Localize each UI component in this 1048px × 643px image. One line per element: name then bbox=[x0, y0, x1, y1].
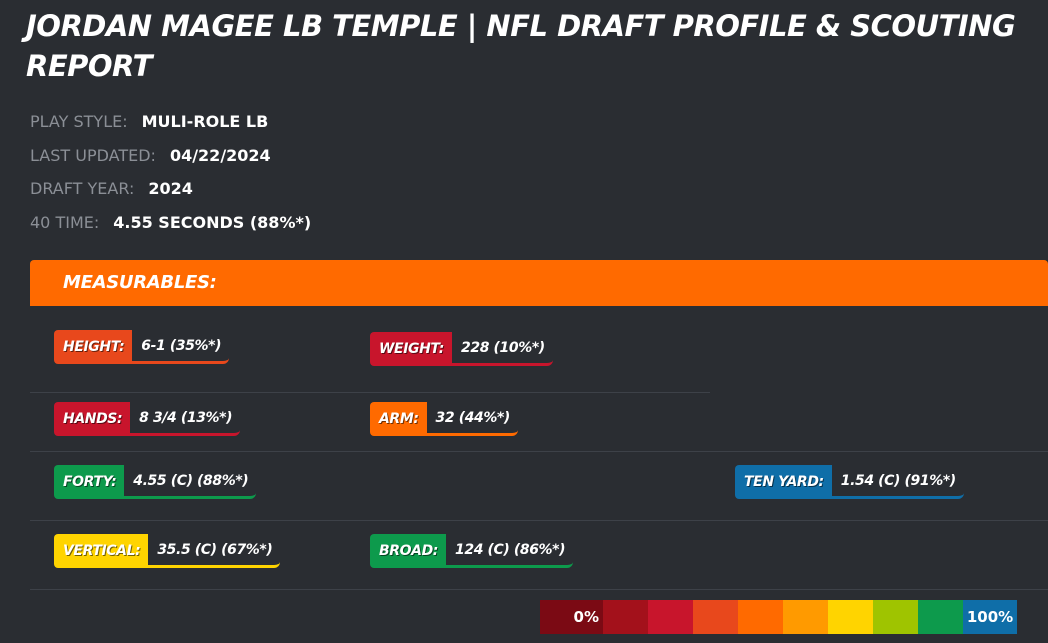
scale-cell bbox=[783, 600, 828, 634]
scale-cell bbox=[873, 600, 918, 634]
arm-value: 32 (44%*) bbox=[426, 402, 518, 436]
height-value: 6-1 (35%*) bbox=[132, 330, 230, 364]
forty-time-value: 4.55 SECONDS (88%*) bbox=[113, 213, 312, 232]
scale-max-label: 100% bbox=[966, 608, 1014, 626]
draft-year-row: DRAFT YEAR: 2024 bbox=[30, 179, 193, 199]
scale-min-cell: 0% bbox=[540, 600, 603, 634]
ten-yard-stat: TEN YARD: 1.54 (C) (91%*) bbox=[735, 465, 964, 499]
ten-yard-label: TEN YARD: bbox=[735, 465, 832, 499]
scale-cell bbox=[828, 600, 873, 634]
play-style-value: MULI-ROLE LB bbox=[141, 112, 269, 131]
weight-label: WEIGHT: bbox=[370, 332, 453, 366]
last-updated-row: LAST UPDATED: 04/22/2024 bbox=[30, 146, 271, 166]
scale-cell bbox=[603, 600, 648, 634]
height-stat: HEIGHT: 6-1 (35%*) bbox=[54, 330, 230, 364]
row-divider bbox=[30, 392, 710, 393]
row-divider bbox=[30, 520, 1048, 521]
ten-yard-value: 1.54 (C) (91%*) bbox=[831, 465, 964, 499]
row-divider bbox=[30, 589, 1048, 590]
last-updated-value: 04/22/2024 bbox=[169, 146, 271, 165]
broad-stat: BROAD: 124 (C) (86%*) bbox=[370, 534, 574, 568]
vertical-value: 35.5 (C) (67%*) bbox=[148, 534, 281, 568]
hands-value: 8 3/4 (13%*) bbox=[130, 402, 241, 436]
forty-time-row: 40 TIME: 4.55 SECONDS (88%*) bbox=[30, 213, 311, 233]
draft-year-value: 2024 bbox=[148, 179, 193, 198]
forty-stat: FORTY: 4.55 (C) (88%*) bbox=[54, 465, 257, 499]
broad-label: BROAD: bbox=[370, 534, 447, 568]
measurables-header: MEASURABLES: bbox=[30, 260, 1048, 306]
measurables-header-label: MEASURABLES: bbox=[63, 272, 217, 293]
height-label: HEIGHT: bbox=[54, 330, 133, 364]
scale-cell bbox=[918, 600, 963, 634]
broad-value: 124 (C) (86%*) bbox=[446, 534, 574, 568]
scale-cell bbox=[693, 600, 738, 634]
vertical-stat: VERTICAL: 35.5 (C) (67%*) bbox=[54, 534, 281, 568]
arm-stat: ARM: 32 (44%*) bbox=[370, 402, 518, 436]
forty-value: 4.55 (C) (88%*) bbox=[124, 465, 257, 499]
scale-min-label: 0% bbox=[573, 608, 599, 626]
forty-time-label: 40 TIME: bbox=[30, 213, 100, 232]
hands-stat: HANDS: 8 3/4 (13%*) bbox=[54, 402, 241, 436]
draft-year-label: DRAFT YEAR: bbox=[30, 179, 135, 198]
last-updated-label: LAST UPDATED: bbox=[30, 146, 156, 165]
play-style-row: PLAY STYLE: MULI-ROLE LB bbox=[30, 112, 268, 132]
weight-stat: WEIGHT: 228 (10%*) bbox=[370, 332, 553, 366]
page-title: JORDAN MAGEE LB TEMPLE | NFL DRAFT PROFI… bbox=[26, 9, 1016, 83]
hands-label: HANDS: bbox=[54, 402, 131, 436]
row-divider bbox=[30, 451, 1048, 452]
scale-max-cell: 100% bbox=[963, 600, 1017, 634]
forty-label: FORTY: bbox=[54, 465, 125, 499]
measurables-panel: MEASURABLES: bbox=[30, 260, 1048, 643]
percentile-color-scale: 0% 100% bbox=[540, 600, 1017, 634]
scale-cell bbox=[648, 600, 693, 634]
play-style-label: PLAY STYLE: bbox=[30, 112, 128, 131]
arm-label: ARM: bbox=[370, 402, 427, 436]
scale-cell bbox=[738, 600, 783, 634]
weight-value: 228 (10%*) bbox=[452, 332, 553, 366]
vertical-label: VERTICAL: bbox=[54, 534, 149, 568]
